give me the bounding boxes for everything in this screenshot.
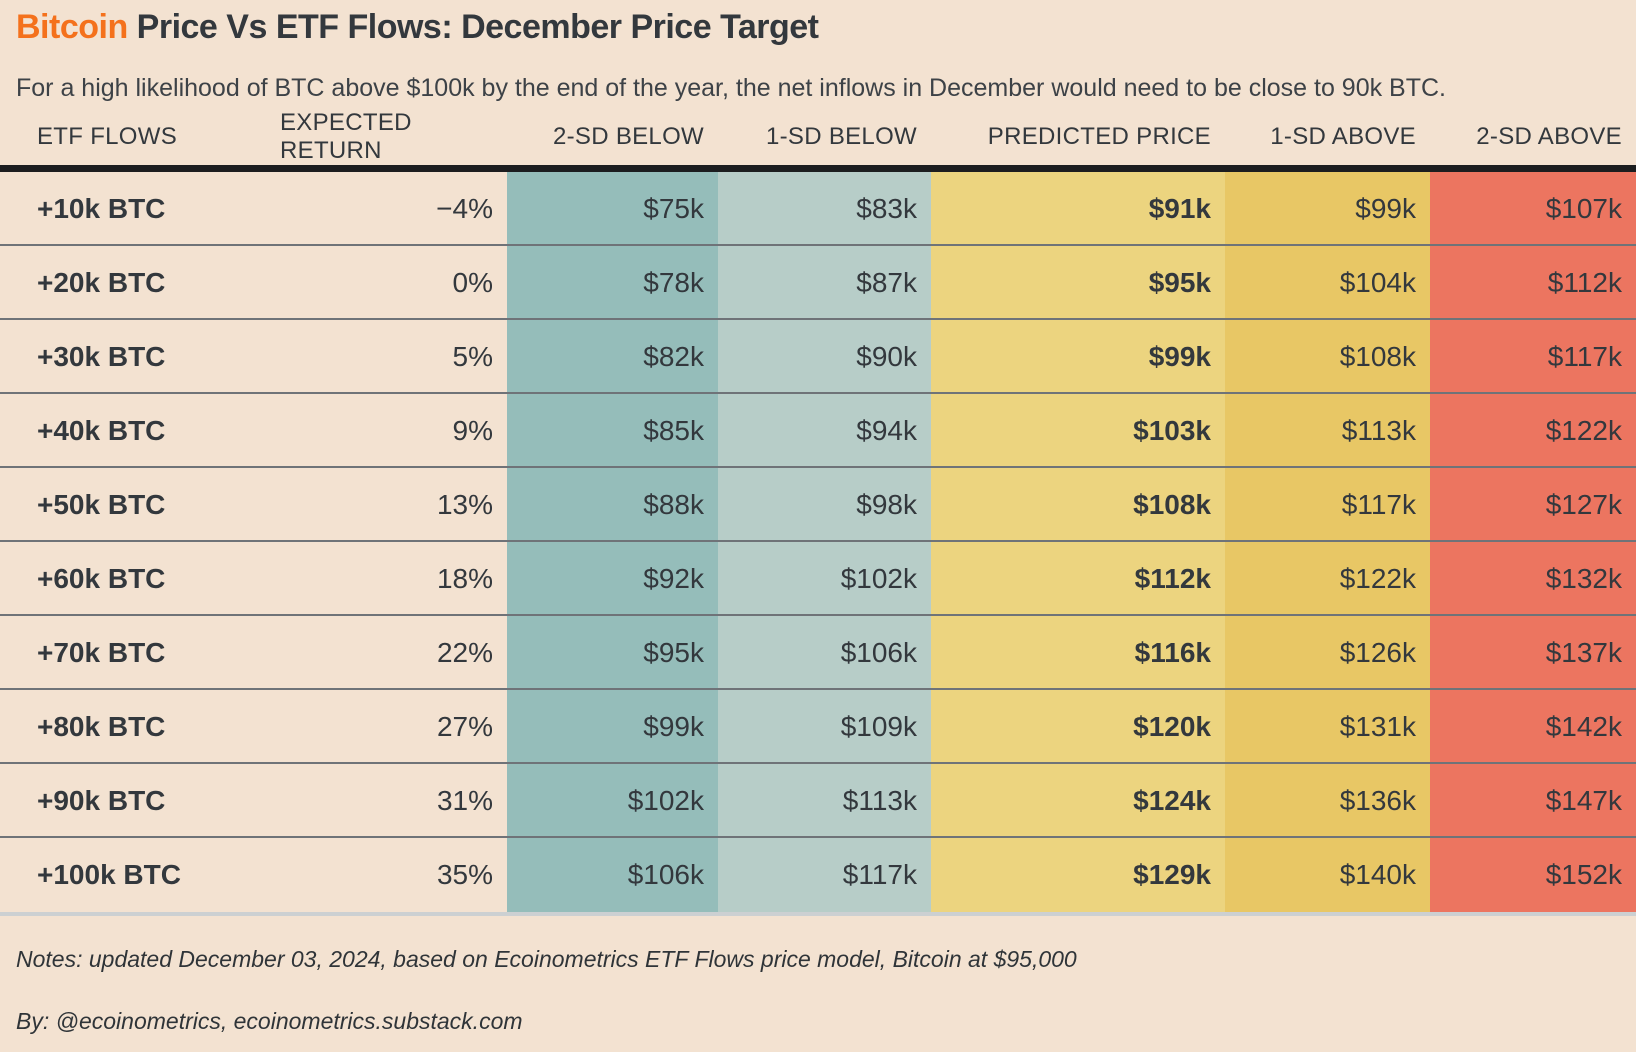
cell-1sd-above: $104k	[1225, 246, 1430, 320]
cell-expected-return: 18%	[436, 563, 493, 594]
column-header-etf-flows: ETF FLOWS	[37, 122, 178, 150]
column-header-1sd-above: 1-SD ABOVE	[1270, 122, 1416, 150]
table-row: +30k BTC 5% $82k $90k $99k $108k $117k	[0, 320, 1636, 394]
cell-2sd-below: $92k	[507, 542, 718, 616]
chart-subtitle: For a high likelihood of BTC above $100k…	[16, 74, 1447, 102]
cell-2sd-above: $147k	[1430, 764, 1636, 838]
cell-predicted-price: $103k	[931, 394, 1225, 468]
chart-title: Bitcoin Price Vs ETF Flows: December Pri…	[16, 8, 819, 47]
cell-1sd-above: $117k	[1225, 468, 1430, 542]
cell-expected-return: 22%	[436, 637, 493, 668]
cell-etf-flows: +20k BTC	[37, 267, 166, 298]
cell-expected-return: 13%	[436, 489, 493, 520]
cell-2sd-above: $132k	[1430, 542, 1636, 616]
cell-2sd-above: $107k	[1430, 172, 1636, 246]
cell-1sd-below: $87k	[718, 246, 931, 320]
cell-expected-return: 31%	[436, 785, 493, 816]
table-header-row: ETF FLOWS EXPECTED RETURN 2-SD BELOW 1-SD B…	[0, 108, 1636, 165]
cell-predicted-price: $129k	[931, 838, 1225, 912]
cell-1sd-below: $98k	[718, 468, 931, 542]
cell-predicted-price: $99k	[931, 320, 1225, 394]
cell-expected-return: 5%	[452, 341, 493, 372]
table-row: +90k BTC 31% $102k $113k $124k $136k $147k	[0, 764, 1636, 838]
cell-2sd-below: $99k	[507, 690, 718, 764]
cell-1sd-above: $126k	[1225, 616, 1430, 690]
cell-predicted-price: $124k	[931, 764, 1225, 838]
table-row: +60k BTC 18% $92k $102k $112k $122k $132k	[0, 542, 1636, 616]
cell-1sd-below: $109k	[718, 690, 931, 764]
cell-1sd-above: $131k	[1225, 690, 1430, 764]
cell-etf-flows: +10k BTC	[37, 193, 166, 224]
table-row: +40k BTC 9% $85k $94k $103k $113k $122k	[0, 394, 1636, 468]
table-row: +70k BTC 22% $95k $106k $116k $126k $137k	[0, 616, 1636, 690]
cell-1sd-below: $90k	[718, 320, 931, 394]
cell-2sd-below: $88k	[507, 468, 718, 542]
cell-1sd-above: $136k	[1225, 764, 1430, 838]
cell-predicted-price: $95k	[931, 246, 1225, 320]
cell-expected-return: 35%	[436, 859, 493, 890]
cell-etf-flows: +70k BTC	[37, 637, 166, 668]
cell-1sd-below: $94k	[718, 394, 931, 468]
cell-1sd-above: $140k	[1225, 838, 1430, 912]
cell-1sd-above: $108k	[1225, 320, 1430, 394]
cell-predicted-price: $116k	[931, 616, 1225, 690]
cell-etf-flows: +60k BTC	[37, 563, 166, 594]
header-divider-rule	[0, 165, 1636, 172]
cell-etf-flows: +30k BTC	[37, 341, 166, 372]
cell-expected-return: 9%	[452, 415, 493, 446]
cell-expected-return: −4%	[436, 193, 493, 224]
cell-2sd-below: $85k	[507, 394, 718, 468]
column-header-predicted-price: PREDICTED PRICE	[987, 122, 1211, 150]
cell-2sd-below: $82k	[507, 320, 718, 394]
column-header-1sd-below: 1-SD BELOW	[765, 122, 917, 150]
cell-2sd-above: $117k	[1430, 320, 1636, 394]
cell-predicted-price: $91k	[931, 172, 1225, 246]
title-text: Price Vs ETF Flows: December Price Targe…	[127, 8, 819, 46]
cell-etf-flows: +90k BTC	[37, 785, 166, 816]
cell-etf-flows: +80k BTC	[37, 711, 166, 742]
cell-1sd-above: $99k	[1225, 172, 1430, 246]
cell-2sd-below: $78k	[507, 246, 718, 320]
cell-predicted-price: $120k	[931, 690, 1225, 764]
column-header-2sd-above: 2-SD ABOVE	[1476, 122, 1622, 150]
table-bottom-rule	[0, 912, 1636, 916]
column-header-2sd-below: 2-SD BELOW	[552, 122, 704, 150]
cell-2sd-above: $122k	[1430, 394, 1636, 468]
title-accent-bitcoin: Bitcoin	[16, 8, 128, 46]
column-header-expected-return: EXPECTED RETURN	[280, 108, 412, 164]
cell-2sd-below: $106k	[507, 838, 718, 912]
cell-1sd-above: $122k	[1225, 542, 1430, 616]
cell-1sd-below: $117k	[718, 838, 931, 912]
cell-2sd-above: $112k	[1430, 246, 1636, 320]
cell-2sd-above: $142k	[1430, 690, 1636, 764]
cell-predicted-price: $112k	[931, 542, 1225, 616]
cell-expected-return: 0%	[452, 267, 493, 298]
cell-etf-flows: +50k BTC	[37, 489, 166, 520]
cell-etf-flows: +40k BTC	[37, 415, 166, 446]
notes-text: Notes: updated December 03, 2024, based …	[16, 946, 1077, 972]
cell-predicted-price: $108k	[931, 468, 1225, 542]
cell-2sd-below: $102k	[507, 764, 718, 838]
table-row: +10k BTC −4% $75k $83k $91k $99k $107k	[0, 172, 1636, 246]
cell-1sd-below: $102k	[718, 542, 931, 616]
byline-text: By: @ecoinometrics, ecoinometrics.substa…	[16, 1008, 523, 1034]
table-row: +80k BTC 27% $99k $109k $120k $131k $142k	[0, 690, 1636, 764]
etf-flows-table: +10k BTC −4% $75k $83k $91k $99k $107k +20k BTC…	[0, 172, 1636, 912]
cell-2sd-below: $75k	[507, 172, 718, 246]
cell-1sd-below: $83k	[718, 172, 931, 246]
cell-expected-return: 27%	[436, 711, 493, 742]
cell-1sd-below: $106k	[718, 616, 931, 690]
table-row: +50k BTC 13% $88k $98k $108k $117k $127k	[0, 468, 1636, 542]
cell-etf-flows: +100k BTC	[37, 859, 181, 890]
cell-2sd-above: $152k	[1430, 838, 1636, 912]
table-row: +100k BTC 35% $106k $117k $129k $140k $152k	[0, 838, 1636, 912]
cell-2sd-above: $127k	[1430, 468, 1636, 542]
cell-2sd-above: $137k	[1430, 616, 1636, 690]
cell-2sd-below: $95k	[507, 616, 718, 690]
table-row: +20k BTC 0% $78k $87k $95k $104k $112k	[0, 246, 1636, 320]
cell-1sd-below: $113k	[718, 764, 931, 838]
cell-1sd-above: $113k	[1225, 394, 1430, 468]
